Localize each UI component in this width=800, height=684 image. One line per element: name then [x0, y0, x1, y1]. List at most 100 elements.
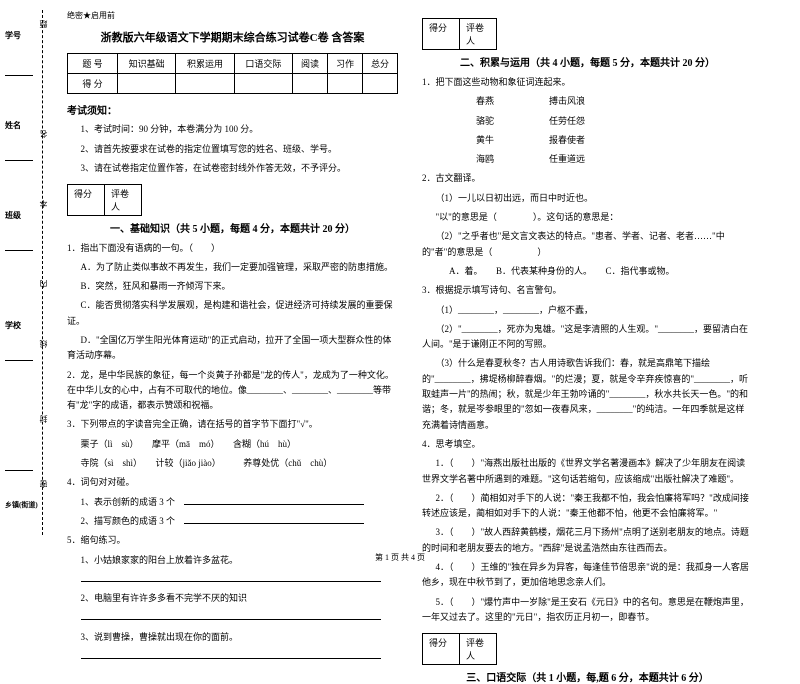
exam-title: 浙教版六年级语文下学期期末综合练习试卷C卷 含答案 — [67, 29, 398, 45]
section-score-box: 得分 评卷人 — [67, 184, 398, 216]
section-score-box: 得分 评卷人 — [422, 633, 753, 665]
q1-opt: B．突然，狂风和暴雨一齐倾泻下来。 — [67, 279, 398, 294]
seal-char: 内 — [38, 280, 49, 288]
q1: 1．指出下面没有语病的一句。（ ） — [67, 241, 398, 256]
s2q3a: （1）________，________，户枢不蠹， — [422, 303, 753, 318]
td[interactable] — [362, 74, 397, 94]
grader-label: 评卷人 — [459, 633, 497, 665]
table-row: 题 号 知识基础 积累运用 口语交际 阅读 习作 总分 — [68, 54, 398, 74]
pair-left: 春燕 — [449, 94, 549, 109]
td[interactable] — [234, 74, 292, 94]
q4a-text: 1、表示创新的成语 3 个 — [81, 497, 185, 507]
q4b-text: 2、描写颜色的成语 3 个 — [81, 516, 185, 526]
line — [5, 250, 33, 251]
q5: 5．缩句练习。 — [67, 533, 398, 548]
q2: 2．龙，是中华民族的象征，每一个炎黄子孙都是"龙的传人"，龙成为了一种文化。在中… — [67, 368, 398, 414]
blank-line[interactable] — [67, 572, 398, 587]
line — [5, 75, 33, 76]
seal-char: 封 — [38, 415, 49, 423]
td[interactable] — [118, 74, 176, 94]
q3-line: 栗子（lì sù） 摩平（mā mó） 含糊（hú hù） — [67, 437, 398, 452]
dashed-cut-line — [42, 10, 43, 535]
td: 得 分 — [68, 74, 118, 94]
th: 口语交际 — [234, 54, 292, 74]
label-town: 乡镇(街道) — [5, 500, 38, 510]
right-column: 得分 评卷人 二、积累与运用（共 4 小题，每题 5 分，本题共计 20 分） … — [410, 0, 765, 545]
th: 题 号 — [68, 54, 118, 74]
pair-left: 骆驼 — [449, 114, 549, 129]
blank-line[interactable] — [67, 649, 398, 664]
section2-title: 二、积累与运用（共 4 小题，每题 5 分，本题共计 20 分） — [422, 54, 753, 69]
q1-opt: A．为了防止类似事故不再发生，我们一定要加强管理，采取严密的防患措施。 — [67, 260, 398, 275]
q4-line: 2、描写颜色的成语 3 个 — [67, 514, 398, 529]
seal-char: 密 — [38, 480, 49, 488]
pair-row: 黄牛报春使者 — [422, 133, 753, 148]
line — [5, 360, 33, 361]
grader-label: 评卷人 — [104, 184, 142, 216]
s2q3: 3．根据提示填写诗句、名言警句。 — [422, 283, 753, 298]
table-row: 得 分 — [68, 74, 398, 94]
notice-item: 2、请首先按要求在试卷的指定位置填写您的姓名、班级、学号。 — [67, 143, 398, 157]
s2q2: 2．古文翻译。 — [422, 171, 753, 186]
pair-left: 海鸥 — [449, 152, 549, 167]
label-student-id: 学号 — [5, 30, 21, 41]
score-label: 得分 — [422, 18, 460, 50]
section1-title: 一、基础知识（共 5 小题，每题 4 分，本题共计 20 分） — [67, 220, 398, 235]
section-score-box: 得分 评卷人 — [422, 18, 753, 50]
label-class: 班级 — [5, 210, 21, 221]
label-name: 姓名 — [5, 120, 21, 131]
pair-right: 任重道远 — [549, 154, 585, 164]
page-footer: 第 1 页 共 4 页 — [0, 552, 800, 563]
score-label: 得分 — [422, 633, 460, 665]
notice-heading: 考试须知： — [67, 102, 398, 117]
q4: 4．词句对对碰。 — [67, 475, 398, 490]
left-column: 绝密★启用前 浙教版六年级语文下学期期末综合练习试卷C卷 含答案 题 号 知识基… — [55, 0, 410, 545]
s2q3c: （3）什么是春夏秋冬？古人用诗歌告诉我们：春，就是高鼎笔下描绘的"_______… — [422, 356, 753, 432]
score-label: 得分 — [67, 184, 105, 216]
blank[interactable] — [184, 495, 364, 505]
s2q4a: 1．（ ）"海燕出版社出版的《世界文学名著漫画本》解决了少年朋友在阅读世界文学名… — [422, 456, 753, 487]
th: 知识基础 — [118, 54, 176, 74]
q4-line: 1、表示创新的成语 3 个 — [67, 495, 398, 510]
notice-item: 1、考试时间：90 分钟，本卷满分为 100 分。 — [67, 123, 398, 137]
s2q4e: 5．（ ）"爆竹声中一岁除"是王安石《元日》中的名句。意思是在鞭炮声里，一年又过… — [422, 595, 753, 626]
th: 习作 — [327, 54, 362, 74]
td[interactable] — [176, 74, 234, 94]
s2q1: 1．把下面这些动物和象征词连起来。 — [422, 75, 753, 90]
pair-row: 春燕搏击风浪 — [422, 94, 753, 109]
grader-label: 评卷人 — [459, 18, 497, 50]
td[interactable] — [327, 74, 362, 94]
q1-opt: C．能否贯彻落实科学发展观，是构建和谐社会，促进经济可持续发展的重要保证。 — [67, 298, 398, 329]
pair-row: 骆驼任劳任怨 — [422, 114, 753, 129]
s2q2c: （2）"之乎者也"是文言文表达的特点。"患者、学者、记者、老者……"中的"者"的… — [422, 229, 753, 260]
td[interactable] — [292, 74, 327, 94]
section3-title: 三、口语交际（共 1 小题，每,题 6 分，本题共计 6 分） — [422, 669, 753, 684]
th: 总分 — [362, 54, 397, 74]
secret-label: 绝密★启用前 — [67, 10, 398, 21]
pair-right: 报春使者 — [549, 135, 585, 145]
seal-char: 本 — [38, 200, 49, 208]
s2q2a: （1）一儿以日初出远，而日中时近也。 — [422, 191, 753, 206]
seal-char: 线 — [38, 340, 49, 348]
s2q4b: 2．（ ）蔺相如对手下的人说："秦王我都不怕，我会怕廉将军吗？"改成间接转述应该… — [422, 491, 753, 522]
notice-item: 3、请在试卷指定位置作答，在试卷密封线外作答无效，不予评分。 — [67, 162, 398, 176]
th: 阅读 — [292, 54, 327, 74]
s2q3b: （2）"________，死亦为鬼雄。"这是李清照的人生观。"________，… — [422, 322, 753, 353]
seal-char: 名 — [38, 130, 49, 138]
line — [5, 470, 33, 471]
s2q2d: A．着。 B．代表某种身份的人。 C．指代事或物。 — [422, 264, 753, 279]
line — [5, 160, 33, 161]
blank-line[interactable] — [67, 610, 398, 625]
q3-line: 寺院（sì shì） 计较（jiǎo jiào） 养尊处优（chǔ chù） — [67, 456, 398, 471]
pair-row: 海鸥任重道远 — [422, 152, 753, 167]
blank[interactable] — [184, 514, 364, 524]
q1-opt: D．"全国亿万学生阳光体育运动"的正式启动，拉开了全国一项大型群众性的体育活动序… — [67, 333, 398, 364]
label-school: 学校 — [5, 320, 21, 331]
seal-char: 题 — [38, 20, 49, 28]
s2q4: 4．思考填空。 — [422, 437, 753, 452]
s2q2b: "以"的意思是（ ）。这句话的意思是： — [422, 210, 753, 225]
q5-item: 2、电脑里有许许多多看不完学不厌的知识 — [67, 591, 398, 606]
q3: 3．下列带点的字读音完全正确，请在括号的首字节下面打"√"。 — [67, 417, 398, 432]
score-table: 题 号 知识基础 积累运用 口语交际 阅读 习作 总分 得 分 — [67, 53, 398, 94]
th: 积累运用 — [176, 54, 234, 74]
